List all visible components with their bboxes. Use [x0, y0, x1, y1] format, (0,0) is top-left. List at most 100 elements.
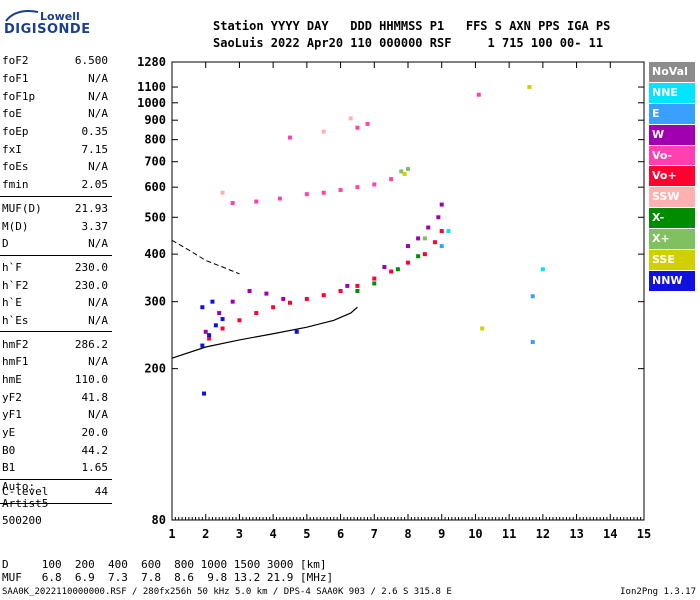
- param-row: yF1 N/A: [0, 406, 112, 424]
- param-row: yF2 41.8: [0, 388, 112, 406]
- data-point: [217, 311, 222, 316]
- divider: [0, 478, 112, 480]
- param-value: 20.0: [81, 426, 109, 440]
- param-row: hmF2 286.2: [0, 335, 112, 353]
- data-point: [207, 333, 212, 338]
- param-row: fxI 7.15: [0, 140, 112, 158]
- x-tick-label: 1: [168, 527, 175, 541]
- param-group-frequencies: foF2 6.500 foF1 N/A foF1p N/A foE N/A foEp 0.35 fx…: [0, 52, 112, 194]
- data-point: [422, 252, 427, 257]
- param-row: C-level 44: [0, 483, 112, 501]
- param-row: h`Es N/A: [0, 312, 112, 330]
- param-name: h`F2: [2, 278, 29, 292]
- data-point: [402, 171, 407, 176]
- muf-distance-row: D 100 200 400 600 800 1000 1500 3000 [km…: [2, 558, 327, 571]
- auto-label: Auto:: [2, 480, 36, 493]
- param-name: foF1: [2, 72, 29, 86]
- data-point: [382, 265, 387, 270]
- param-group-muf: MUF(D) 21.93 M(D) 3.37 D N/A: [0, 200, 112, 253]
- param-name: yF1: [2, 408, 22, 422]
- param-row: D N/A: [0, 235, 112, 253]
- x-tick-label: 8: [404, 527, 411, 541]
- data-point: [264, 291, 269, 296]
- data-point: [372, 182, 377, 187]
- param-group-profile: hmF2 286.2 hmF1 N/A hmE 110.0 yF2 41.8 yF1 N/A yE 2…: [0, 335, 112, 477]
- param-row: h`F2 230.0: [0, 276, 112, 294]
- y-tick-label: 1100: [137, 80, 166, 94]
- data-point: [200, 343, 205, 348]
- param-row: B1 1.65: [0, 459, 112, 477]
- logo-arc-icon: [5, 10, 39, 22]
- data-point: [220, 190, 225, 195]
- data-point: [439, 229, 444, 234]
- data-point: [271, 305, 276, 310]
- param-name: foEs: [2, 160, 29, 174]
- param-name: hmE: [2, 373, 22, 387]
- y-tick-label: 700: [144, 155, 166, 169]
- param-group-heights: h`F 230.0 h`F2 230.0 h`E N/A h`Es N/A: [0, 259, 112, 330]
- param-value: N/A: [88, 89, 108, 103]
- param-value: N/A: [88, 355, 108, 369]
- param-row: M(D) 3.37: [0, 217, 112, 235]
- data-point: [304, 192, 309, 197]
- param-row: foF1p N/A: [0, 87, 112, 105]
- data-point: [389, 177, 394, 182]
- legend-item: NoVal: [649, 62, 695, 82]
- x-tick-label: 14: [603, 527, 617, 541]
- param-row: h`E N/A: [0, 294, 112, 312]
- param-name: foE: [2, 107, 22, 121]
- data-point: [416, 254, 421, 259]
- param-value: N/A: [88, 72, 108, 86]
- plot-frame: [171, 61, 645, 521]
- logo-line1: Lowell: [40, 10, 80, 23]
- data-point: [446, 229, 451, 234]
- artist-code: 500200: [2, 514, 42, 527]
- data-point: [372, 281, 377, 286]
- x-tick-label: 3: [236, 527, 243, 541]
- data-point: [230, 299, 235, 304]
- param-value: N/A: [88, 107, 108, 121]
- data-point: [213, 323, 218, 328]
- data-point: [338, 187, 343, 192]
- param-name: fmin: [2, 178, 29, 192]
- data-point: [202, 391, 207, 396]
- data-point: [254, 311, 259, 316]
- data-point: [200, 305, 205, 310]
- param-value: 6.500: [74, 54, 108, 68]
- data-point: [355, 125, 360, 130]
- y-tick-label: 1000: [137, 96, 166, 110]
- data-point: [207, 336, 212, 341]
- param-name: fxI: [2, 142, 22, 156]
- param-value: 2.05: [81, 178, 109, 192]
- x-tick-label: 2: [202, 527, 209, 541]
- divider: [0, 254, 112, 256]
- data-point: [422, 236, 427, 241]
- x-tick-label: 12: [536, 527, 550, 541]
- y-tick-label: 900: [144, 113, 166, 127]
- data-point: [220, 326, 225, 331]
- param-name: foF2: [2, 54, 29, 68]
- param-value: 21.93: [74, 201, 108, 215]
- legend-item: SSE: [649, 250, 695, 270]
- data-point: [416, 236, 421, 241]
- data-point: [406, 244, 410, 249]
- muf-table: D 100 200 400 600 800 1000 1500 3000 [km…: [2, 558, 333, 584]
- autoscaling-info: Auto: Artist5 500200: [2, 478, 48, 529]
- param-row: fmin 2.05: [0, 176, 112, 194]
- data-point: [321, 190, 326, 195]
- polarization-legend: NoVal NNE E W Vo- Vo+ SSW X- X+ SSE NNW: [649, 62, 695, 292]
- file-info: SAA0K_2022110000000.RSF / 280fx256h 50 k…: [2, 587, 452, 597]
- param-value: N/A: [88, 408, 108, 422]
- param-value: N/A: [88, 160, 108, 174]
- param-row: hmE 110.0: [0, 371, 112, 389]
- y-tick-label: 1280: [137, 55, 166, 69]
- param-value: N/A: [88, 296, 108, 310]
- data-point: [254, 199, 259, 204]
- data-point: [230, 201, 235, 206]
- data-point: [247, 289, 252, 293]
- param-group-clevel: C-level 44: [0, 483, 112, 501]
- x-tick-label: 7: [371, 527, 378, 541]
- data-point: [426, 225, 431, 230]
- param-name: M(D): [2, 219, 29, 233]
- param-name: yF2: [2, 390, 22, 404]
